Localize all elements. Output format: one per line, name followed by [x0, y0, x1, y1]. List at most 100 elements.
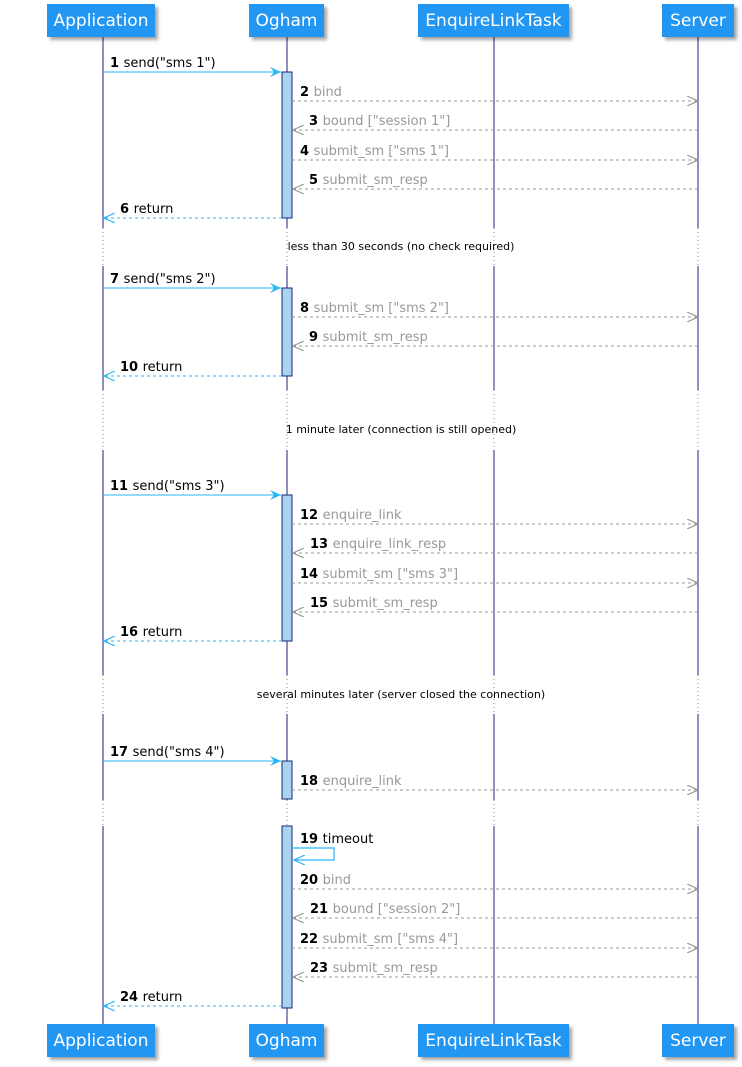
activation-bar	[281, 494, 293, 642]
message-number: 18	[300, 774, 323, 789]
message-number: 20	[300, 873, 323, 888]
message-text: send("sms 2")	[124, 272, 216, 287]
message-arrow	[292, 847, 335, 860]
message-text: return	[134, 202, 174, 217]
message-number: 16	[120, 625, 143, 640]
participant-server-top: Server	[662, 4, 734, 37]
participant-name: Application	[54, 1031, 149, 1051]
participant-box	[249, 1024, 324, 1057]
participant-box	[662, 4, 734, 37]
message-number: 6	[120, 202, 134, 217]
participant-name: Ogham	[256, 11, 318, 31]
participant-name: EnquireLinkTask	[425, 1031, 562, 1051]
message-18: 18 enquire_link	[292, 774, 698, 790]
message-label: 10 return	[120, 360, 182, 375]
participant-name: Ogham	[256, 1031, 318, 1051]
message-22: 22 submit_sm ["sms 4"]	[292, 932, 698, 948]
message-label: 9 submit_sm_resp	[309, 330, 428, 345]
message-21: 21 bound ["session 2"]	[293, 902, 698, 918]
divider-gap	[0, 675, 742, 714]
message-text: return	[143, 625, 183, 640]
participant-name: Application	[54, 11, 149, 31]
message-number: 5	[309, 173, 323, 188]
message-text: submit_sm_resp	[333, 961, 438, 976]
message-text: submit_sm ["sms 4"]	[323, 932, 458, 947]
message-label: 21 bound ["session 2"]	[310, 902, 460, 917]
participant-app-bottom: Application	[47, 1024, 155, 1057]
message-8: 8 submit_sm ["sms 2"]	[292, 301, 698, 317]
message-17: 17 send("sms 4")	[103, 745, 281, 766]
message-7: 7 send("sms 2")	[103, 272, 281, 293]
message-15: 15 submit_sm_resp	[293, 596, 698, 612]
divider-label: 1 minute later (connection is still open…	[286, 423, 517, 436]
divider-gap	[0, 800, 742, 826]
message-label: 2 bind	[300, 85, 342, 100]
participant-ogham-bottom: Ogham	[249, 1024, 324, 1057]
message-number: 22	[300, 932, 323, 947]
message-20: 20 bind	[292, 873, 698, 889]
message-label: 18 enquire_link	[300, 774, 402, 789]
message-label: 1 send("sms 1")	[110, 56, 216, 71]
divider-label: several minutes later (server closed the…	[257, 688, 545, 701]
message-label: 24 return	[120, 990, 182, 1005]
message-number: 9	[309, 330, 323, 345]
participant-box	[47, 4, 155, 37]
message-23: 23 submit_sm_resp	[293, 961, 698, 977]
message-9: 9 submit_sm_resp	[293, 330, 698, 346]
message-number: 8	[300, 301, 314, 316]
message-number: 15	[310, 596, 333, 611]
message-number: 4	[300, 144, 314, 159]
message-text: submit_sm ["sms 1"]	[314, 144, 449, 159]
message-12: 12 enquire_link	[292, 508, 698, 524]
message-number: 14	[300, 567, 323, 582]
message-number: 21	[310, 902, 333, 917]
message-label: 6 return	[120, 202, 173, 217]
message-label: 19 timeout	[300, 832, 373, 847]
message-text: send("sms 1")	[124, 56, 216, 71]
message-text: submit_sm_resp	[333, 596, 438, 611]
message-4: 4 submit_sm ["sms 1"]	[292, 144, 698, 160]
message-number: 24	[120, 990, 143, 1005]
message-label: 7 send("sms 2")	[110, 272, 216, 287]
message-text: send("sms 3")	[133, 479, 225, 494]
message-label: 5 submit_sm_resp	[309, 173, 428, 188]
message-1: 1 send("sms 1")	[103, 56, 281, 77]
message-label: 13 enquire_link_resp	[310, 537, 446, 552]
message-text: submit_sm ["sms 3"]	[323, 567, 458, 582]
divider-label: less than 30 seconds (no check required)	[288, 240, 515, 253]
message-number: 10	[120, 360, 143, 375]
message-label: 22 submit_sm ["sms 4"]	[300, 932, 458, 947]
message-text: bound ["session 1"]	[323, 114, 451, 129]
message-label: 12 enquire_link	[300, 508, 402, 523]
message-label: 8 submit_sm ["sms 2"]	[300, 301, 449, 316]
message-text: submit_sm_resp	[323, 330, 428, 345]
message-19: 19 timeout	[292, 832, 373, 860]
divider-gap	[0, 228, 742, 266]
message-label: 14 submit_sm ["sms 3"]	[300, 567, 458, 582]
divider-gap	[0, 390, 742, 450]
participant-name: Server	[670, 1031, 726, 1051]
message-11: 11 send("sms 3")	[103, 479, 281, 500]
participant-box	[662, 1024, 734, 1057]
message-label: 16 return	[120, 625, 182, 640]
message-label: 20 bind	[300, 873, 351, 888]
message-label: 11 send("sms 3")	[110, 479, 225, 494]
participant-box	[47, 1024, 155, 1057]
message-number: 23	[310, 961, 333, 976]
message-text: enquire_link	[323, 508, 402, 523]
message-number: 19	[300, 832, 323, 847]
message-number: 13	[310, 537, 333, 552]
message-text: timeout	[323, 832, 374, 847]
message-text: return	[143, 990, 183, 1005]
message-text: submit_sm ["sms 2"]	[314, 301, 449, 316]
participant-server-bottom: Server	[662, 1024, 734, 1057]
message-text: bound ["session 2"]	[333, 902, 461, 917]
participant-box	[418, 4, 569, 37]
participant-app-top: Application	[47, 4, 155, 37]
message-label: 4 submit_sm ["sms 1"]	[300, 144, 449, 159]
message-label: 23 submit_sm_resp	[310, 961, 438, 976]
message-number: 11	[110, 479, 133, 494]
activation-bar	[281, 71, 293, 219]
message-text: bind	[314, 85, 342, 100]
